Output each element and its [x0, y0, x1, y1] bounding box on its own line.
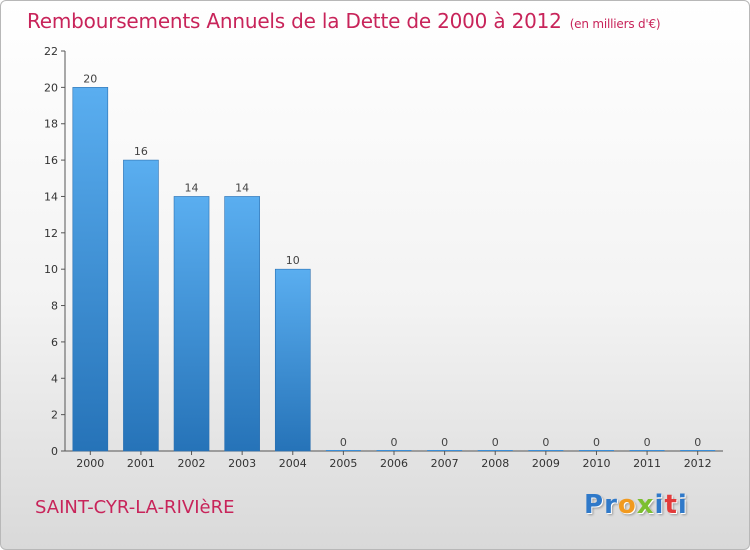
- chart-title-text: Remboursements Annuels de la Dette de 20…: [27, 9, 562, 33]
- bar: [578, 450, 614, 451]
- y-tick-label: 2: [51, 409, 58, 422]
- bar-value-label: 0: [391, 436, 398, 449]
- x-tick-label: 2010: [582, 457, 610, 470]
- bar: [680, 450, 716, 451]
- bar: [427, 450, 463, 451]
- x-tick-label: 2004: [279, 457, 307, 470]
- chart-title: Remboursements Annuels de la Dette de 20…: [27, 9, 661, 33]
- bar: [274, 268, 311, 452]
- bar: [629, 450, 665, 451]
- bar-value-label: 0: [340, 436, 347, 449]
- x-tick-label: 2001: [127, 457, 155, 470]
- y-tick-label: 4: [51, 372, 58, 385]
- bar: [173, 196, 210, 452]
- bar-value-label: 0: [593, 436, 600, 449]
- bar: [376, 450, 412, 451]
- bar-value-label: 20: [83, 72, 97, 85]
- bar-value-label: 16: [134, 145, 148, 158]
- y-tick-label: 16: [44, 154, 58, 167]
- bar: [123, 159, 159, 452]
- bar: [72, 87, 109, 452]
- bar-value-label: 0: [542, 436, 549, 449]
- y-tick-label: 10: [44, 263, 58, 276]
- bar-value-label: 0: [644, 436, 651, 449]
- x-tick-label: 2006: [380, 457, 408, 470]
- y-tick-label: 14: [44, 190, 58, 203]
- commune-name: SAINT-CYR-LA-RIVIèRE: [35, 497, 235, 518]
- x-tick-label: 2012: [684, 457, 712, 470]
- x-tick-label: 2003: [228, 457, 256, 470]
- x-tick-label: 2007: [431, 457, 459, 470]
- y-tick-label: 20: [44, 81, 58, 94]
- y-tick-label: 22: [44, 45, 58, 58]
- y-tick-label: 12: [44, 227, 58, 240]
- bar-value-label: 0: [441, 436, 448, 449]
- y-tick-label: 8: [51, 300, 58, 313]
- y-tick-label: 6: [51, 336, 58, 349]
- bar-value-label: 14: [235, 181, 249, 194]
- y-tick-label: 0: [51, 445, 58, 458]
- x-tick-label: 2002: [178, 457, 206, 470]
- bar-value-label: 14: [185, 181, 199, 194]
- x-tick-label: 2000: [76, 457, 104, 470]
- proxiti-logo: Proxiti: [584, 490, 688, 520]
- x-tick-label: 2009: [532, 457, 560, 470]
- bar-value-label: 0: [492, 436, 499, 449]
- bar: [325, 450, 361, 451]
- bar-value-label: 0: [694, 436, 701, 449]
- x-tick-label: 2005: [329, 457, 357, 470]
- bar: [477, 450, 513, 451]
- bar: [224, 196, 260, 452]
- chart-subtitle: (en milliers d'€): [569, 17, 661, 31]
- bar-value-label: 10: [286, 254, 300, 267]
- x-tick-label: 2011: [633, 457, 661, 470]
- bar: [528, 450, 564, 451]
- y-tick-label: 18: [44, 118, 58, 131]
- x-tick-label: 2008: [481, 457, 509, 470]
